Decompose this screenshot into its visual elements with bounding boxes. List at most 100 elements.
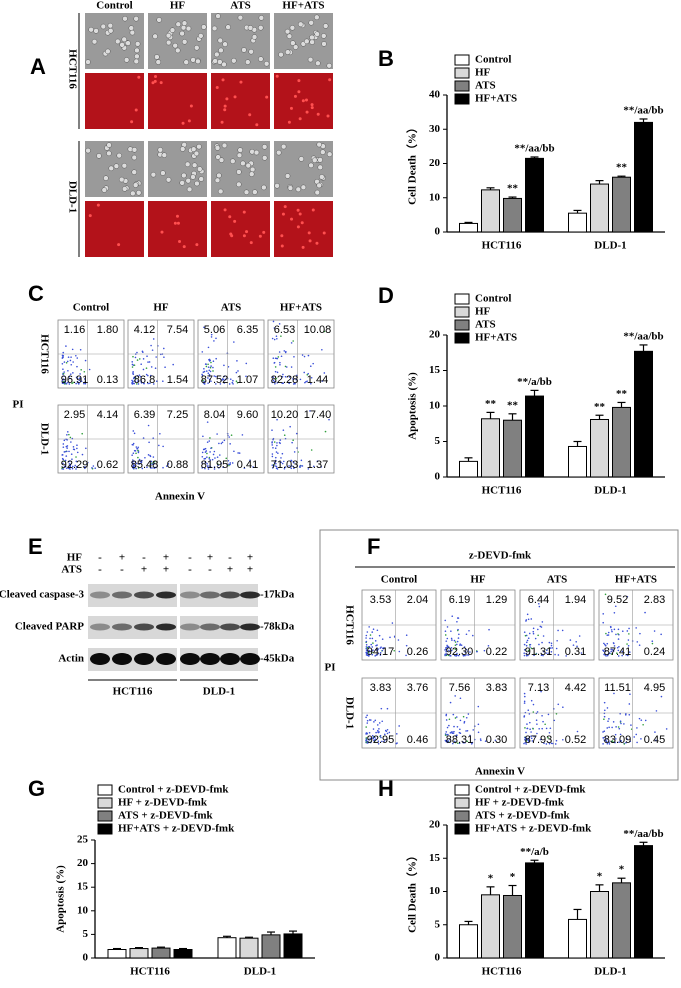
- cell: [155, 59, 162, 65]
- cell: [308, 20, 314, 26]
- event-dot: [132, 442, 135, 445]
- significance-label: *: [510, 871, 516, 883]
- blot-band: [220, 623, 240, 631]
- significance-label: **: [616, 162, 628, 174]
- event-dot: [378, 728, 380, 730]
- event-dot: [76, 377, 79, 380]
- stained-cell: [225, 97, 229, 101]
- event-dot: [554, 743, 557, 745]
- event-dot: [69, 460, 71, 462]
- cell: [156, 17, 162, 23]
- cell: [218, 157, 225, 163]
- event-dot: [132, 467, 135, 470]
- column-header: Control: [73, 302, 109, 314]
- event-dot: [450, 637, 453, 640]
- event-dot: [213, 468, 216, 470]
- cell: [133, 58, 140, 65]
- event-dot: [162, 445, 164, 448]
- event-dot: [602, 613, 605, 615]
- event-dot: [63, 460, 65, 463]
- treatment-sign: +: [247, 552, 253, 564]
- event-dot: [370, 719, 372, 721]
- event-dot: [158, 444, 160, 447]
- event-dot: [523, 631, 526, 633]
- cell: [236, 152, 243, 159]
- event-dot: [307, 372, 309, 375]
- bar: [525, 395, 544, 478]
- event-dot: [306, 373, 309, 376]
- event-dot: [223, 364, 225, 367]
- event-dot: [523, 700, 526, 703]
- blot-band: [240, 623, 260, 631]
- event-dot: [210, 361, 212, 364]
- stained-cell: [300, 221, 304, 225]
- event-dot: [383, 647, 385, 649]
- event-dot: [372, 642, 374, 644]
- event-dot: [218, 442, 220, 445]
- event-dot: [207, 377, 209, 379]
- quadrant-value: 7.54: [167, 324, 188, 336]
- event-dot: [233, 450, 235, 453]
- event-dot: [397, 639, 400, 641]
- event-dot: [525, 644, 528, 647]
- event-dot: [612, 650, 615, 652]
- quadrant-value: 0.24: [644, 646, 665, 658]
- event-dot: [628, 651, 631, 653]
- event-dot: [467, 654, 470, 656]
- cell: [172, 42, 178, 49]
- stained-cell: [134, 108, 138, 112]
- stained-cell: [315, 241, 319, 245]
- event-dot: [617, 655, 620, 657]
- event-dot: [484, 740, 487, 742]
- cell: [179, 146, 186, 152]
- cell: [91, 38, 98, 45]
- event-dot: [452, 742, 454, 745]
- event-dot: [524, 727, 526, 729]
- event-dot: [295, 378, 297, 381]
- event-dot: [459, 697, 462, 700]
- event-dot: [365, 651, 367, 654]
- significance-label: **/aa/bb: [623, 828, 663, 840]
- cell: [215, 154, 221, 160]
- event-dot: [375, 731, 377, 734]
- event-dot: [135, 467, 137, 470]
- y-tick-label: 40: [429, 89, 441, 101]
- event-dot: [451, 639, 453, 641]
- quadrant-value: 7.25: [167, 409, 188, 421]
- event-dot: [61, 382, 64, 385]
- event-dot: [285, 350, 287, 353]
- event-dot: [233, 341, 235, 343]
- treatment-sign: -: [142, 552, 146, 564]
- event-dot: [228, 464, 230, 467]
- event-dot: [275, 465, 278, 468]
- event-dot: [137, 456, 139, 459]
- event-dot: [602, 731, 604, 733]
- event-dot: [84, 381, 87, 383]
- cell: [211, 25, 218, 32]
- quadrant-value: 6.19: [449, 594, 470, 606]
- significance-label: *: [597, 870, 603, 882]
- stained-cell: [160, 230, 164, 234]
- event-dot: [365, 649, 368, 652]
- event-dot: [365, 726, 367, 728]
- cell: [180, 24, 187, 31]
- cell: [214, 145, 221, 151]
- event-dot: [562, 706, 564, 709]
- bar: [612, 406, 631, 478]
- event-dot: [604, 643, 606, 646]
- event-dot: [562, 738, 564, 741]
- significance-label: **/aa/bb: [623, 105, 663, 117]
- cell: [130, 190, 136, 197]
- event-dot: [453, 725, 455, 728]
- event-dot: [452, 713, 455, 716]
- event-dot: [528, 653, 531, 655]
- y-axis-label: Apoptosis (%): [55, 865, 67, 933]
- significance-label: *: [488, 872, 494, 884]
- event-dot: [225, 457, 228, 460]
- event-dot: [65, 345, 67, 347]
- event-dot: [231, 462, 234, 464]
- event-dot: [386, 728, 389, 731]
- event-dot: [283, 350, 286, 352]
- event-dot: [271, 455, 274, 458]
- blot-band: [220, 653, 240, 665]
